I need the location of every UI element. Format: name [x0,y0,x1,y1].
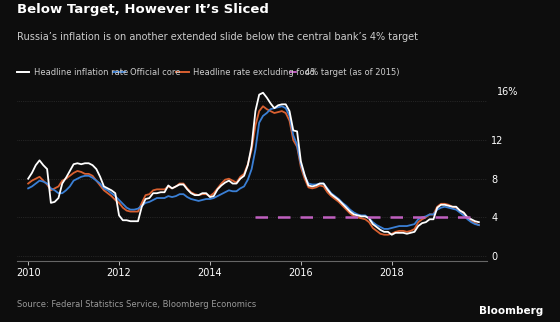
Text: Source: Federal Statistics Service, Bloomberg Economics: Source: Federal Statistics Service, Bloo… [17,300,256,309]
Text: Below Target, However It’s Sliced: Below Target, However It’s Sliced [17,3,269,16]
Text: Bloomberg: Bloomberg [479,306,543,316]
Text: Headline inflation rate: Headline inflation rate [34,68,128,77]
Text: Russia’s inflation is on another extended slide below the central bank’s 4% targ: Russia’s inflation is on another extende… [17,32,418,42]
Text: 4% target (as of 2015): 4% target (as of 2015) [305,68,400,77]
Text: Official core: Official core [129,68,180,77]
Text: 16%: 16% [497,87,518,97]
Text: Headline rate excluding food: Headline rate excluding food [193,68,315,77]
